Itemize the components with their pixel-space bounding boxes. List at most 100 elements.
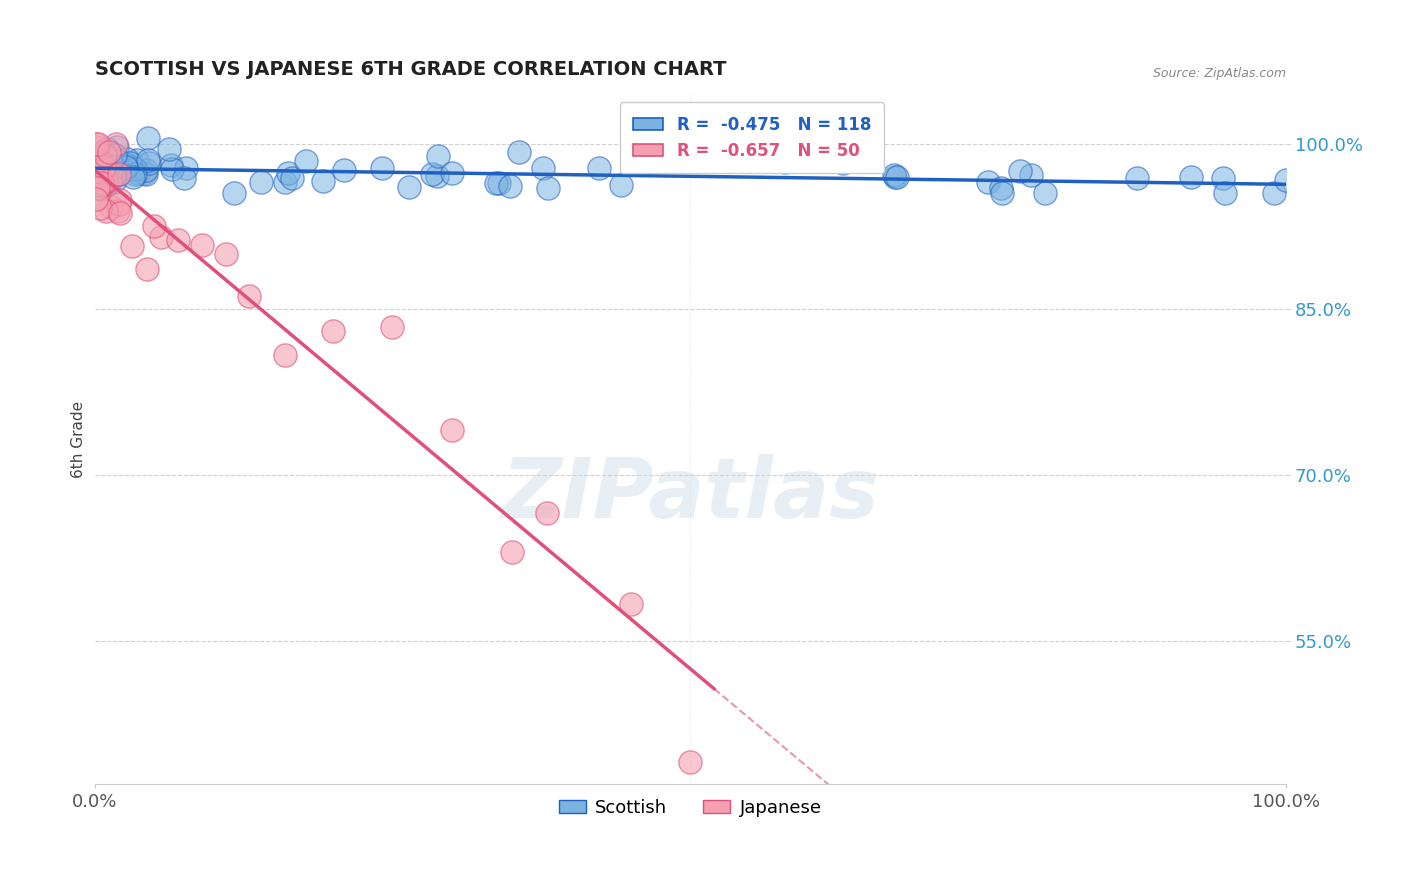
Point bbox=[832, 156, 855, 170]
Point bbox=[108, 193, 131, 207]
Point bbox=[150, 229, 173, 244]
Point bbox=[93, 153, 115, 168]
Point bbox=[1263, 186, 1285, 200]
Point bbox=[98, 145, 121, 160]
Point bbox=[90, 153, 112, 167]
Point bbox=[501, 545, 523, 559]
Point bbox=[90, 177, 112, 191]
Point bbox=[107, 204, 129, 219]
Point bbox=[312, 174, 335, 188]
Point bbox=[89, 169, 111, 183]
Point bbox=[536, 506, 558, 520]
Point bbox=[1019, 169, 1042, 183]
Point bbox=[96, 163, 118, 178]
Point bbox=[94, 162, 117, 177]
Point bbox=[93, 172, 115, 186]
Point bbox=[991, 186, 1014, 201]
Point bbox=[105, 171, 128, 186]
Point bbox=[135, 262, 157, 277]
Point bbox=[89, 168, 111, 182]
Point bbox=[884, 169, 907, 184]
Point bbox=[84, 139, 107, 153]
Point bbox=[93, 160, 115, 174]
Point bbox=[84, 136, 107, 151]
Point bbox=[440, 166, 463, 180]
Point bbox=[84, 153, 107, 168]
Point bbox=[398, 179, 420, 194]
Point bbox=[105, 140, 128, 154]
Point bbox=[1275, 173, 1298, 187]
Point bbox=[110, 166, 132, 180]
Point bbox=[115, 160, 138, 174]
Point bbox=[138, 131, 160, 145]
Point bbox=[620, 597, 643, 611]
Point bbox=[90, 156, 112, 170]
Point bbox=[135, 163, 157, 178]
Text: SCOTTISH VS JAPANESE 6TH GRADE CORRELATION CHART: SCOTTISH VS JAPANESE 6TH GRADE CORRELATI… bbox=[94, 60, 725, 78]
Point bbox=[100, 200, 122, 214]
Point bbox=[94, 173, 117, 187]
Point bbox=[118, 161, 141, 176]
Point bbox=[107, 196, 129, 211]
Point bbox=[84, 169, 107, 184]
Point bbox=[1180, 170, 1202, 185]
Point bbox=[1125, 170, 1147, 185]
Point bbox=[174, 161, 197, 175]
Point bbox=[104, 136, 127, 151]
Point bbox=[94, 165, 117, 179]
Point bbox=[93, 145, 115, 159]
Point bbox=[84, 160, 107, 174]
Point bbox=[160, 157, 183, 171]
Point bbox=[105, 155, 128, 169]
Point bbox=[135, 167, 157, 181]
Point bbox=[773, 155, 796, 169]
Y-axis label: 6th Grade: 6th Grade bbox=[72, 401, 86, 478]
Point bbox=[679, 756, 702, 770]
Point bbox=[96, 142, 118, 156]
Point bbox=[488, 176, 510, 190]
Point bbox=[440, 424, 463, 438]
Point bbox=[107, 167, 129, 181]
Point bbox=[93, 160, 115, 174]
Point bbox=[101, 169, 124, 184]
Point bbox=[115, 158, 138, 172]
Point bbox=[499, 179, 522, 194]
Point bbox=[86, 166, 108, 180]
Point bbox=[84, 192, 107, 206]
Point bbox=[84, 177, 107, 191]
Point bbox=[105, 161, 128, 175]
Point bbox=[426, 169, 449, 183]
Point bbox=[167, 233, 190, 247]
Point bbox=[238, 289, 260, 303]
Point bbox=[87, 162, 110, 177]
Point bbox=[277, 165, 299, 179]
Point bbox=[111, 159, 134, 173]
Point bbox=[89, 201, 111, 215]
Point bbox=[121, 239, 143, 253]
Point bbox=[89, 158, 111, 172]
Point bbox=[93, 161, 115, 175]
Point bbox=[132, 166, 155, 180]
Point bbox=[1213, 186, 1236, 201]
Point bbox=[93, 177, 115, 191]
Point bbox=[104, 153, 127, 167]
Point bbox=[89, 165, 111, 179]
Point bbox=[333, 162, 356, 177]
Point bbox=[1033, 186, 1056, 201]
Point bbox=[91, 162, 114, 177]
Point bbox=[508, 145, 530, 159]
Point bbox=[104, 147, 127, 161]
Point bbox=[108, 205, 131, 219]
Point bbox=[89, 167, 111, 181]
Point bbox=[90, 154, 112, 169]
Point bbox=[87, 136, 110, 151]
Point bbox=[588, 161, 610, 176]
Point bbox=[84, 182, 107, 196]
Point bbox=[104, 153, 127, 167]
Point bbox=[120, 160, 142, 174]
Point bbox=[274, 175, 297, 189]
Point bbox=[118, 156, 141, 170]
Point bbox=[420, 167, 443, 181]
Point bbox=[138, 153, 160, 167]
Point bbox=[531, 161, 554, 175]
